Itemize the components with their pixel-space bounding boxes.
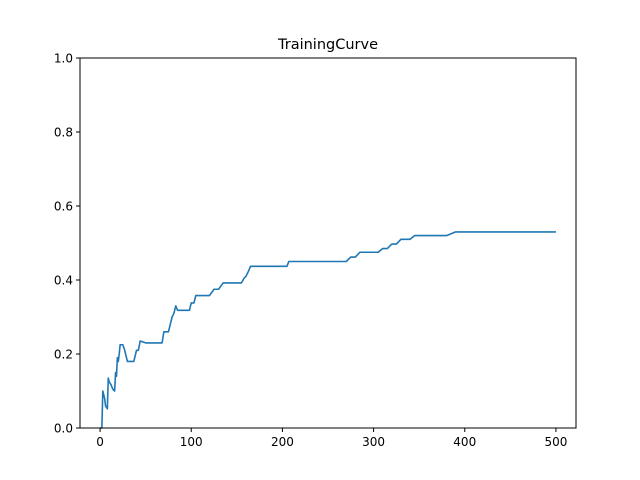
series-layer: [100, 231, 556, 429]
y-tick-label: 0.2: [54, 348, 73, 362]
y-axis: 0.0 0.2 0.4 0.6 0.8 1.0: [54, 52, 80, 436]
x-tick-label: 500: [544, 435, 567, 449]
y-tick-label: 1.0: [54, 52, 73, 66]
x-tick-label: 100: [180, 435, 203, 449]
y-tick-label: 0.0: [54, 422, 73, 436]
x-tick-label: 400: [453, 435, 476, 449]
y-tick-label: 0.8: [54, 126, 73, 140]
x-tick-label: 300: [362, 435, 385, 449]
y-tick-label: 0.4: [54, 274, 73, 288]
training-curve-line: [100, 231, 556, 429]
x-axis: 0 100 200 300 400 500: [96, 428, 567, 449]
axes-frame: [79, 57, 577, 429]
chart-title: TrainingCurve: [277, 37, 378, 53]
y-tick-label: 0.6: [54, 200, 73, 214]
x-tick-label: 0: [96, 435, 104, 449]
x-tick-label: 200: [271, 435, 294, 449]
